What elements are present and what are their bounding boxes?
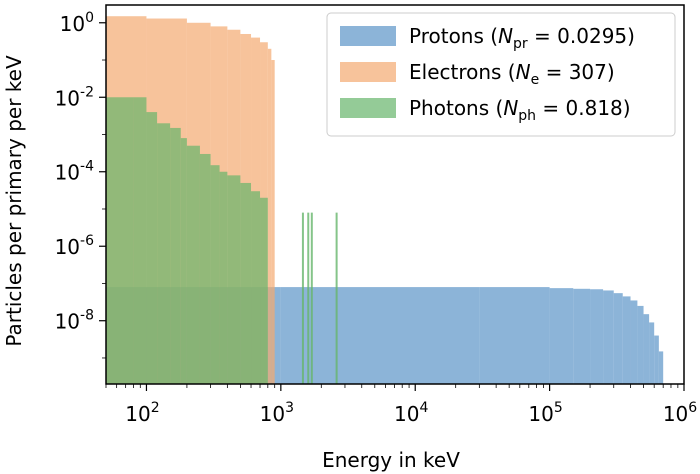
protons-bar: [643, 314, 650, 384]
legend-swatch-electrons: [340, 62, 396, 82]
axes-frame: [105, 4, 685, 385]
photons-bar: [210, 165, 220, 384]
protons-bar: [603, 290, 614, 384]
protons-bar: [549, 288, 574, 384]
legend-entry-protons: Protons (Npr = 0.0295): [409, 24, 635, 52]
series-photons: [106, 97, 338, 384]
legend-entry-photons: Photons (Nph = 0.818): [409, 96, 631, 124]
electrons-bar: [271, 60, 275, 384]
protons-bar: [622, 296, 631, 384]
photons-bar: [133, 97, 147, 384]
photons-bar: [240, 182, 252, 384]
x-tick-label: 105: [528, 400, 562, 426]
legend: Protons (Npr = 0.0295) Electrons (Ne = 30…: [326, 12, 676, 137]
photons-bar: [199, 153, 211, 384]
protons-bar: [613, 293, 623, 384]
y-tick-label: 100: [60, 10, 94, 36]
legend-entry-electrons: Electrons (Ne = 307): [409, 60, 615, 88]
y-tick-label: 10-2: [55, 84, 94, 110]
photons-bar: [157, 123, 171, 384]
protons-bar: [654, 335, 659, 384]
y-axis-label: Particles per primary per keV: [2, 55, 26, 347]
y-tick-label: 10-4: [55, 159, 95, 185]
plot-area: [106, 16, 664, 384]
protons-bar: [658, 351, 664, 384]
axes: 102 103 104 105 106 100 10-2 10-4 10-6 10-8: [55, 4, 697, 426]
protons-bar: [630, 300, 638, 384]
legend-box: [326, 12, 676, 137]
photons-bar: [251, 191, 261, 384]
photons-bar: [260, 197, 268, 384]
photons-bar: [170, 127, 181, 384]
x-tick-label: 102: [125, 400, 159, 426]
photons-bar: [186, 145, 200, 384]
photons-bar: [146, 112, 158, 384]
x-tick-label: 106: [663, 400, 697, 426]
x-axis-label: Energy in keV: [322, 448, 460, 472]
protons-bar: [573, 288, 591, 384]
protons-bar: [590, 289, 604, 384]
photons-bar: [219, 171, 228, 384]
protons-bar: [280, 287, 480, 384]
protons-bar: [637, 305, 644, 384]
electrons-bar: [267, 48, 272, 384]
protons-bar: [479, 287, 550, 384]
x-tick-label: 103: [260, 400, 294, 426]
legend-swatch-protons: [340, 26, 396, 46]
y-tick-label: 10-8: [55, 308, 94, 334]
photons-bar: [180, 138, 187, 384]
x-tick-label: 104: [394, 400, 428, 426]
photons-bar: [106, 97, 134, 384]
legend-swatch-photons: [340, 98, 396, 118]
photons-bar: [227, 175, 241, 384]
y-tick-label: 10-6: [55, 233, 95, 259]
protons-bar: [649, 322, 655, 384]
